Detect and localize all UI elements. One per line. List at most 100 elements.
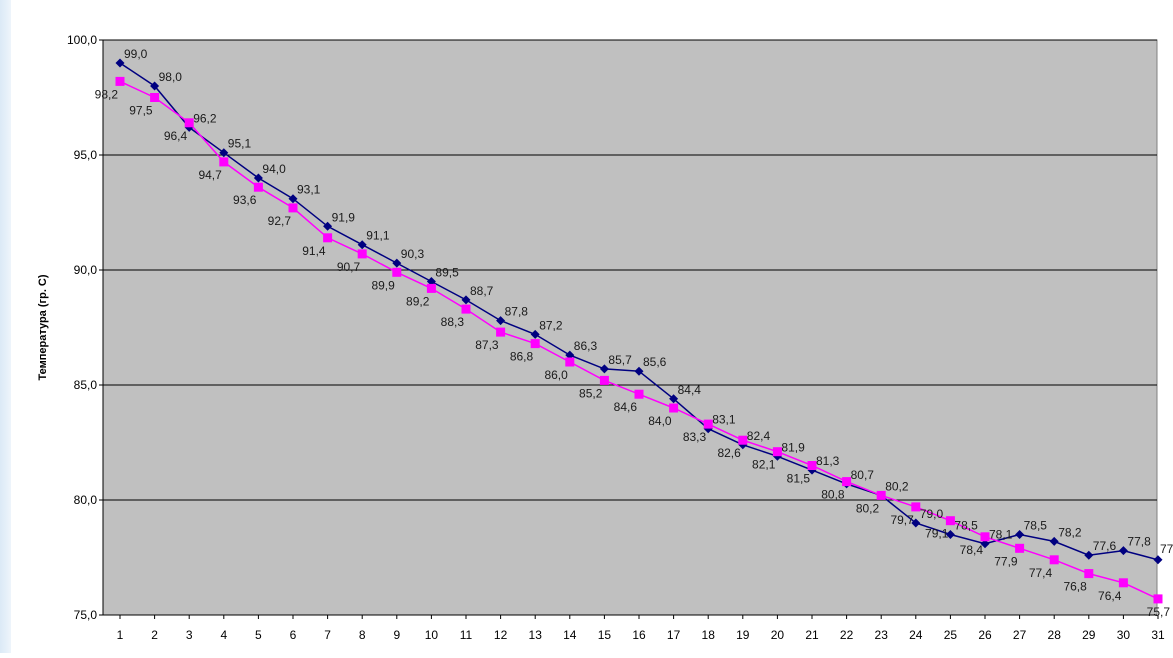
series-2-marker <box>1084 569 1094 579</box>
x-tick-label: 26 <box>978 628 992 642</box>
series-2-marker <box>392 267 402 277</box>
x-tick-label: 5 <box>255 628 262 642</box>
series-1-data-label: 81,9 <box>781 440 805 454</box>
series-2-marker <box>219 157 229 167</box>
series-2-marker <box>980 532 990 542</box>
series-1-data-label: 88,7 <box>470 284 494 298</box>
x-tick-label: 7 <box>324 628 331 642</box>
series-1-data-label: 87,8 <box>505 305 529 319</box>
series-1-marker <box>1015 530 1025 539</box>
series-1-marker <box>669 394 679 404</box>
x-tick-label: 19 <box>736 628 750 642</box>
x-tick-label: 15 <box>598 628 612 642</box>
series-1-data-label: 89,5 <box>435 266 459 280</box>
series-1-data-label: 86,3 <box>574 339 598 353</box>
series-1-data-label: 78,5 <box>1024 519 1048 533</box>
series-2-data-label: 81,5 <box>787 472 811 486</box>
series-1-data-label: 78,2 <box>1058 525 1082 539</box>
series-2-data-label: 89,9 <box>371 278 395 292</box>
y-tick-label: 90,0 <box>74 263 98 277</box>
series-2-data-label: 96,4 <box>164 129 188 143</box>
x-tick-label: 12 <box>494 628 508 642</box>
series-2-data-label: 85,2 <box>579 386 603 400</box>
series-1-marker <box>911 518 921 528</box>
series-1-marker <box>1153 555 1163 565</box>
series-1-data-label: 94,0 <box>262 162 286 176</box>
series-2-marker <box>357 249 367 259</box>
series-2-marker <box>426 283 436 293</box>
x-tick-label: 9 <box>393 628 400 642</box>
series-group <box>115 58 1163 604</box>
series-2-marker <box>461 304 471 314</box>
series-1-data-label: 82,4 <box>747 429 771 443</box>
series-2-marker <box>150 93 160 102</box>
series-2-data-label: 80,8 <box>821 488 845 502</box>
series-1-data-label: 95,1 <box>228 137 252 151</box>
series-2-marker <box>876 490 886 500</box>
series-1-marker <box>357 240 367 250</box>
x-tick-label: 24 <box>909 628 923 642</box>
plot-area <box>102 39 1158 616</box>
series-1-data-label: 90,3 <box>401 247 425 261</box>
series-2-data-label: 84,6 <box>614 400 638 414</box>
series-1-data-label: 93,1 <box>297 183 321 197</box>
series-1-marker <box>1084 550 1094 560</box>
series-1-marker <box>219 148 229 158</box>
series-2-data-label: 82,1 <box>752 458 776 472</box>
series-2-data-label: 82,6 <box>717 446 741 460</box>
y-tick-label: 100,0 <box>67 33 97 47</box>
x-tick-label: 29 <box>1082 628 1096 642</box>
y-tick-label: 95,0 <box>74 148 98 162</box>
series-1-marker <box>565 350 575 360</box>
series-1-marker <box>150 81 160 91</box>
series-2-marker <box>772 447 782 457</box>
series-2-marker <box>253 182 263 192</box>
x-tick-label: 14 <box>563 628 577 642</box>
series-1-marker <box>323 221 333 231</box>
series-1-marker <box>288 194 298 204</box>
x-tick-label: 10 <box>425 628 439 642</box>
series-2-marker <box>807 461 817 470</box>
series-2-data-label: 91,4 <box>302 244 326 258</box>
series-1-data-label: 78,1 <box>989 528 1013 542</box>
x-tick-label: 3 <box>186 628 193 642</box>
series-2-marker <box>288 203 298 213</box>
x-tick-label: 1 <box>117 628 124 642</box>
series-1-data-label: 77,4 <box>1160 542 1173 556</box>
series-2-data-label: 86,8 <box>510 350 534 364</box>
series-2-data-label: 80,2 <box>856 501 880 515</box>
series-1-marker <box>599 364 609 374</box>
series-2-marker <box>703 419 713 429</box>
series-1-data-label: 77,8 <box>1127 535 1151 549</box>
series-2-marker <box>669 403 679 413</box>
series-2-data-label: 79,7 <box>890 513 914 527</box>
x-tick-label: 31 <box>1151 628 1165 642</box>
series-2-data-label: 92,7 <box>268 214 292 228</box>
series-2-marker <box>911 502 921 512</box>
y-axis-ticks: 75,0 80,0 85,0 90,0 95,0 100,0 <box>67 33 104 622</box>
series-1-data-label: 96,2 <box>193 111 217 125</box>
series-2-marker <box>530 339 540 349</box>
x-tick-label: 27 <box>1013 628 1027 642</box>
x-tick-label: 4 <box>220 628 227 642</box>
series-2-data-label: 86,0 <box>544 368 568 382</box>
series-2-marker <box>738 435 748 445</box>
series-1-data-label: 80,2 <box>885 479 909 493</box>
series-2-data-label: 79,1 <box>925 527 949 541</box>
series-1-data-label: 84,4 <box>678 383 702 397</box>
series-2-data-label: 76,4 <box>1098 589 1122 603</box>
x-tick-label: 30 <box>1117 628 1131 642</box>
series-1-marker <box>115 58 125 68</box>
series-1-marker <box>980 539 990 549</box>
series-1-marker <box>1118 546 1128 556</box>
series-2-data-label: 89,2 <box>406 294 430 308</box>
series-1-data-label: 85,6 <box>643 355 667 369</box>
y-tick-label: 75,0 <box>74 608 98 622</box>
x-tick-label: 21 <box>805 628 819 642</box>
series-2-data-label: 97,5 <box>129 104 153 118</box>
x-tick-label: 25 <box>944 628 958 642</box>
x-tick-label: 16 <box>632 628 646 642</box>
series-1-data-label: 91,9 <box>332 210 356 224</box>
